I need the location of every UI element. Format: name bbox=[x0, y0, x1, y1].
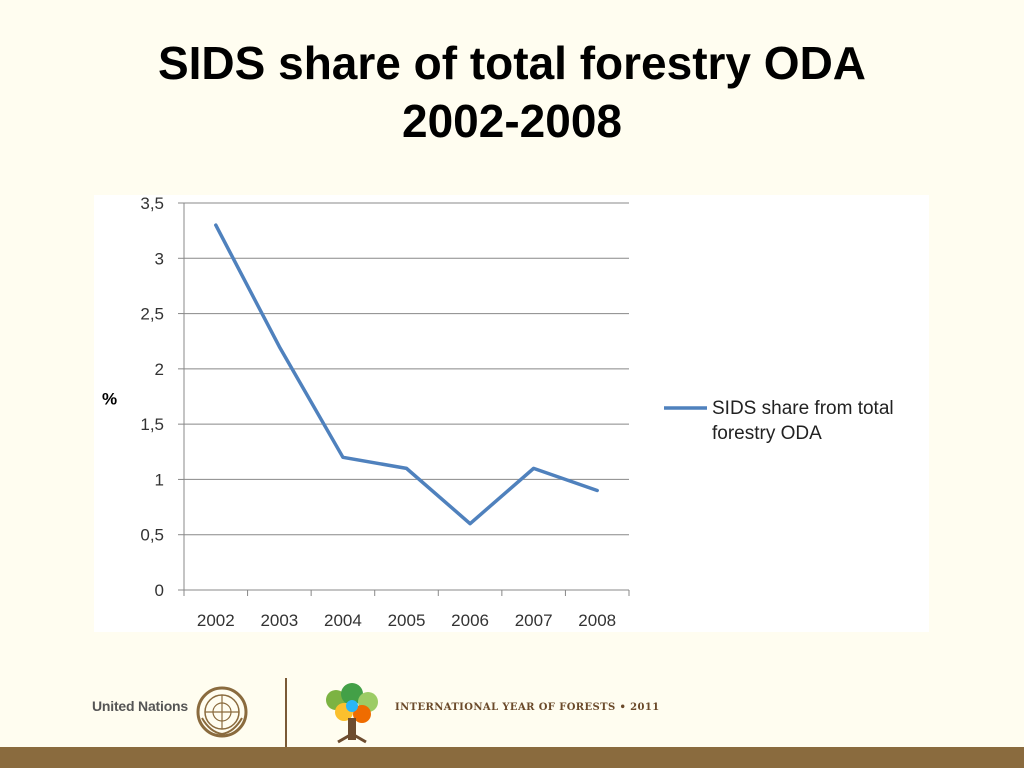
y-tick-label: 2,5 bbox=[140, 305, 164, 324]
y-axis-label: % bbox=[102, 390, 117, 409]
y-tick-label: 2 bbox=[155, 360, 164, 379]
x-tick-label: 2003 bbox=[260, 611, 298, 630]
x-tick-label: 2002 bbox=[197, 611, 235, 630]
legend: SIDS share from total forestry ODA bbox=[664, 398, 894, 444]
axes: 0 0,5 1 1,5 2 2,5 3 3,5 2002 2003 2004 2005 2006 2007… bbox=[102, 195, 630, 630]
title-line-1: SIDS share of total forestry ODA bbox=[157, 37, 867, 89]
title-line-2: 2002-2008 bbox=[402, 95, 622, 147]
iyf-text: INTERNATIONAL YEAR OF FORESTS • 2011 bbox=[395, 702, 660, 713]
x-tick-label: 2005 bbox=[388, 611, 426, 630]
line-chart: 0 0,5 1 1,5 2 2,5 3 3,5 2002 2003 2004 2005 2006 2007… bbox=[102, 195, 894, 630]
y-tick-label: 0 bbox=[155, 581, 164, 600]
y-tick-label: 3,5 bbox=[140, 195, 164, 213]
footer-divider bbox=[285, 678, 287, 748]
chart-panel: 0 0,5 1 1,5 2 2,5 3 3,5 2002 2003 2004 2005 2006 2007… bbox=[94, 195, 929, 632]
un-emblem-icon bbox=[196, 686, 248, 738]
series-line bbox=[214, 223, 599, 526]
y-tick-label: 1,5 bbox=[140, 415, 164, 434]
forest-tree-logo-icon bbox=[326, 683, 378, 744]
y-tick-label: 0,5 bbox=[140, 526, 164, 545]
legend-label: SIDS share from total forestry ODA bbox=[712, 398, 894, 444]
x-tick-label: 2006 bbox=[451, 611, 489, 630]
gridlines bbox=[184, 202, 629, 536]
y-tick-label: 1 bbox=[155, 470, 164, 489]
series-lines bbox=[214, 223, 599, 526]
bottom-bar bbox=[0, 747, 1024, 768]
un-label: United Nations bbox=[92, 698, 188, 714]
footer: United Nations INTERNATIONAL YEAR OF FOR… bbox=[0, 672, 1024, 748]
y-tick-label: 3 bbox=[155, 249, 164, 268]
x-tick-label: 2004 bbox=[324, 611, 362, 630]
x-tick-label: 2008 bbox=[578, 611, 616, 630]
slide-title: SIDS share of total forestry ODA 2002-20… bbox=[0, 34, 1024, 150]
x-tick-label: 2007 bbox=[515, 611, 553, 630]
